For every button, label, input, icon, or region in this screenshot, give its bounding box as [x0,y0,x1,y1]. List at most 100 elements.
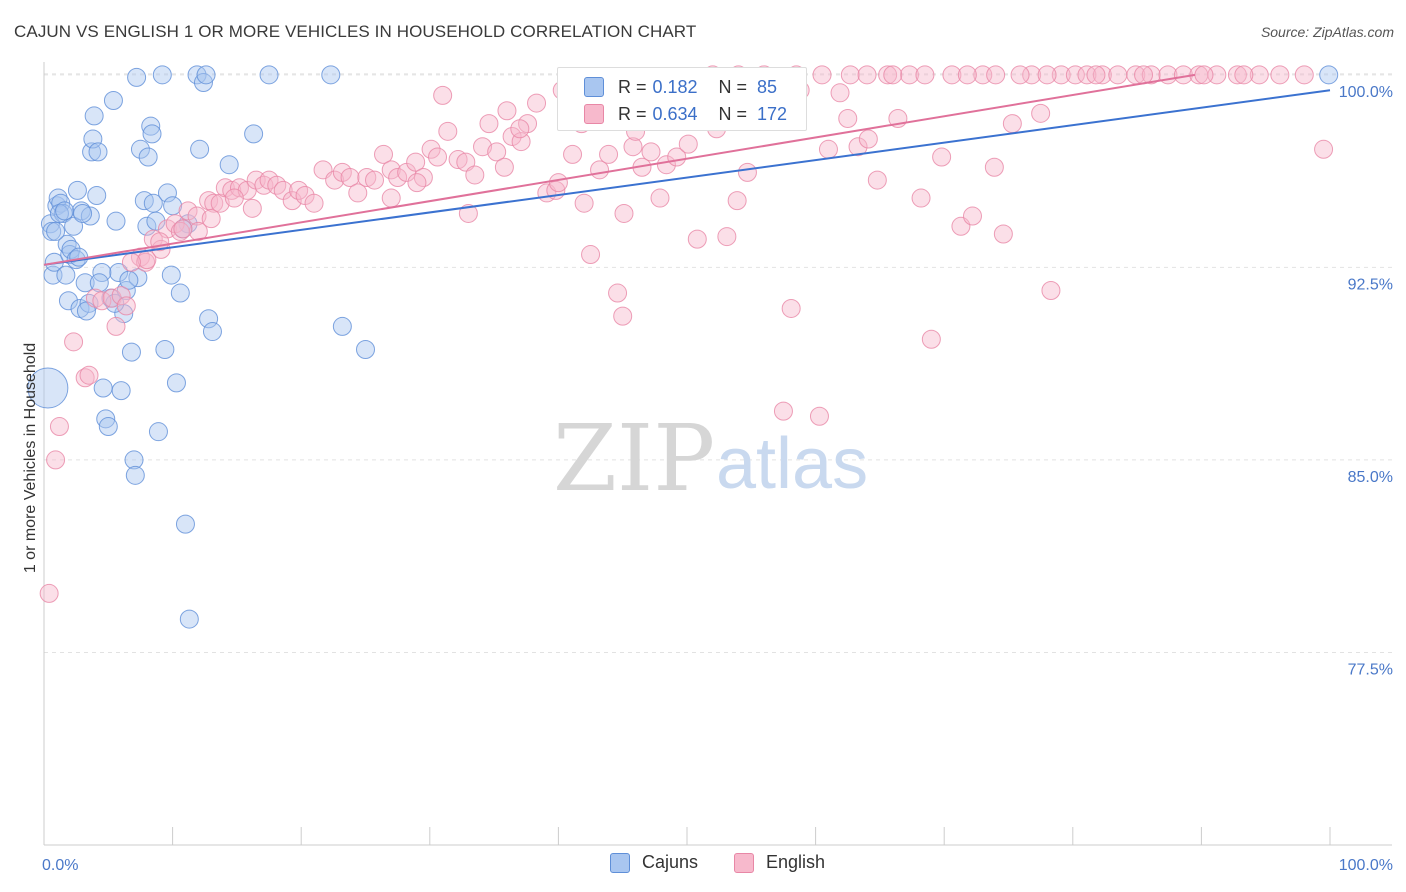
data-point-cajuns [321,65,341,85]
legend-n-value: 172 [757,103,788,124]
legend-n-label: N = [718,103,748,124]
data-point-english [1051,65,1071,85]
data-point-cajuns [155,340,175,360]
data-point-english [563,144,583,164]
data-point-cajuns [109,263,129,283]
legend-swatch-cajuns [584,77,604,97]
data-point-english [1314,139,1334,159]
data-point-cajuns [87,185,107,205]
data-point-english [497,101,517,121]
data-point-english [809,406,829,426]
data-point-cajuns [148,422,168,442]
data-point-cajuns [96,409,116,429]
data-point-english [465,165,485,185]
legend-row-cajuns: R = 0.182 N = 85 [558,74,777,100]
data-point-cajuns [111,381,131,401]
data-point-cajuns [121,342,141,362]
trend-line-cajuns [43,89,1331,266]
data-point-english [773,401,793,421]
data-point-english [911,188,931,208]
data-point-english [812,65,832,85]
data-point-english [178,201,198,221]
legend-row-english: R = 0.634 N = 172 [558,101,787,127]
data-point-english [678,134,698,154]
trend-line-english [43,73,1196,266]
data-point-english [357,168,377,188]
data-point-english [433,85,453,105]
data-point-english [229,178,249,198]
data-point-english [49,417,69,437]
data-point-cajuns [196,65,216,85]
data-point-english [204,193,224,213]
legend-r-label: R = [618,76,647,97]
data-point-english [510,119,530,139]
data-point-english [407,173,427,193]
data-point-english [548,173,568,193]
data-point-english [932,147,952,167]
data-point-english [1086,65,1106,85]
data-point-english [1002,114,1022,134]
data-point-english [267,175,287,195]
data-point-english [121,252,141,272]
data-point-english [188,221,208,241]
data-point-english [79,365,99,385]
data-point-english [224,188,244,208]
data-point-english [1108,65,1128,85]
data-point-english [717,227,737,247]
data-point-cajuns [152,65,172,85]
data-point-english [942,65,962,85]
data-point-cajuns [55,201,75,221]
data-point-english [116,296,136,316]
legend-item-english[interactable]: English [734,852,825,873]
legend-n-value: 85 [757,76,778,97]
data-point-english [984,157,1004,177]
watermark-atlas: atlas [716,424,868,504]
data-point-english [340,168,360,188]
data-point-english [304,193,324,213]
data-point-english [210,193,230,213]
data-point-english [921,329,941,349]
data-point-cajuns [161,265,181,285]
data-point-cajuns [67,180,87,200]
data-point-english [1037,65,1057,85]
data-point-cajuns [219,155,239,175]
data-point-cajuns [27,367,69,409]
data-point-english [915,65,935,85]
legend-item-cajuns[interactable]: Cajuns [610,852,698,873]
data-point-english [857,65,877,85]
data-point-english [448,150,468,170]
data-point-english [222,180,242,200]
data-point-english [613,306,633,326]
data-point-english [106,316,126,336]
legend-swatch-english [584,104,604,124]
data-point-cajuns [193,73,213,93]
y-tick-label: 77.5% [1348,661,1393,678]
data-point-english [348,183,368,203]
watermark-zip: ZIP [553,405,715,512]
data-point-cajuns [75,273,95,293]
axes [43,62,1392,846]
data-point-english [858,129,878,149]
source-credit: Source: ZipAtlas.com [1260,24,1394,40]
data-point-cajuns [127,67,147,87]
tick-labels: 77.5% 85.0% 92.5% 100.0% 0.0% 100.0% [42,84,1393,874]
data-point-english [494,157,514,177]
data-point-english [1194,65,1214,85]
legend-r-value: 0.634 [652,103,698,124]
data-point-english [365,170,385,190]
data-point-english [781,298,801,318]
data-point-english [599,144,619,164]
data-point-english [428,147,448,167]
data-point-english [1010,65,1030,85]
data-point-english [487,142,507,162]
data-point-cajuns [175,514,195,534]
data-point-english [325,170,345,190]
y-axis-label: 1 or more Vehicles in Household [22,343,39,573]
data-point-english [242,198,262,218]
data-point-cajuns [80,206,100,226]
data-point-english [883,65,903,85]
data-point-cajuns [83,129,103,149]
data-point-english [458,203,478,223]
data-point-english [574,193,594,213]
data-point-english [289,180,309,200]
